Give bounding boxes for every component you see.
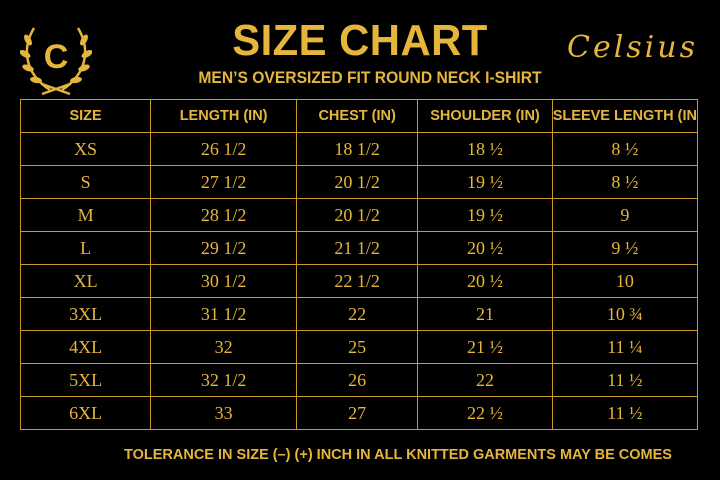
table-cell: 31 1/2 bbox=[150, 297, 298, 331]
table-row: 3XL 31 1/2 22 21 10 ¾ bbox=[19, 297, 699, 331]
table-cell: 19 ½ bbox=[417, 198, 553, 232]
table-cell: 21 bbox=[417, 297, 553, 331]
table-cell: 9 ½ bbox=[551, 231, 699, 265]
table-cell: XS bbox=[19, 132, 152, 166]
table-row: 5XL 32 1/2 26 22 11 ½ bbox=[19, 363, 699, 397]
brand-name: Celsius bbox=[566, 30, 698, 65]
table-cell: 22 ½ bbox=[417, 396, 553, 430]
table-cell: 26 1/2 bbox=[150, 132, 298, 166]
table-cell: 10 ¾ bbox=[551, 297, 699, 331]
table-header-row: SIZE LENGTH (IN) CHEST (IN) SHOULDER (IN) SL… bbox=[19, 99, 699, 133]
table-cell: 11 ½ bbox=[551, 396, 699, 430]
table-cell: 19 ½ bbox=[417, 165, 553, 199]
column-header: SHOULDER (IN) bbox=[417, 99, 553, 133]
table-cell: 25 bbox=[296, 330, 419, 364]
laurel-wreath-icon: C bbox=[19, 27, 93, 96]
table-cell: M bbox=[19, 198, 152, 232]
table-cell: 4XL bbox=[19, 330, 152, 364]
table-cell: 27 bbox=[296, 396, 419, 430]
table-cell: 10 bbox=[551, 264, 699, 298]
table-row: 6XL 33 27 22 ½ 11 ½ bbox=[19, 396, 699, 430]
table-cell: 21 1/2 bbox=[296, 231, 419, 265]
table-cell: XL bbox=[19, 264, 152, 298]
table-cell: 29 1/2 bbox=[150, 231, 298, 265]
column-header: SIZE bbox=[19, 99, 152, 133]
svg-text:C: C bbox=[44, 38, 69, 76]
size-table: SIZE LENGTH (IN) CHEST (IN) SHOULDER (IN) SL… bbox=[19, 99, 699, 430]
table-cell: L bbox=[19, 231, 152, 265]
table-cell: 6XL bbox=[19, 396, 152, 430]
table-cell: 21 ½ bbox=[417, 330, 553, 364]
table-cell: 20 ½ bbox=[417, 231, 553, 265]
table-cell: 32 bbox=[150, 330, 298, 364]
table-cell: 32 1/2 bbox=[150, 363, 298, 397]
column-header: SLEEVE LENGTH (IN bbox=[551, 99, 699, 133]
table-cell: 33 bbox=[150, 396, 298, 430]
tolerance-note: TOLERANCE IN SIZE (–) (+) INCH IN ALL KN… bbox=[124, 447, 672, 463]
table-row: XL 30 1/2 22 1/2 20 ½ 10 bbox=[19, 264, 699, 298]
page-title: SIZE CHART bbox=[232, 16, 488, 65]
table-cell: 22 bbox=[296, 297, 419, 331]
table-cell: 9 bbox=[551, 198, 699, 232]
page-subtitle: MEN’S OVERSIZED FIT ROUND NECK I-SHIRT bbox=[198, 68, 542, 87]
table-cell: 18 1/2 bbox=[296, 132, 419, 166]
table-cell: 28 1/2 bbox=[150, 198, 298, 232]
table-cell: 11 ¼ bbox=[551, 330, 699, 364]
brand-logo: C bbox=[19, 18, 93, 102]
table-cell: 22 1/2 bbox=[296, 264, 419, 298]
table-cell: 26 bbox=[296, 363, 419, 397]
table-cell: 8 ½ bbox=[551, 165, 699, 199]
table-cell: S bbox=[19, 165, 152, 199]
table-cell: 27 1/2 bbox=[150, 165, 298, 199]
table-cell: 20 1/2 bbox=[296, 165, 419, 199]
table-row: 4XL 32 25 21 ½ 11 ¼ bbox=[19, 330, 699, 364]
table-cell: 11 ½ bbox=[551, 363, 699, 397]
table-cell: 20 1/2 bbox=[296, 198, 419, 232]
table-cell: 20 ½ bbox=[417, 264, 553, 298]
table-cell: 30 1/2 bbox=[150, 264, 298, 298]
column-header: LENGTH (IN) bbox=[150, 99, 298, 133]
table-cell: 8 ½ bbox=[551, 132, 699, 166]
table-cell: 22 bbox=[417, 363, 553, 397]
column-header: CHEST (IN) bbox=[296, 99, 419, 133]
table-cell: 5XL bbox=[19, 363, 152, 397]
table-cell: 3XL bbox=[19, 297, 152, 331]
table-cell: 18 ½ bbox=[417, 132, 553, 166]
